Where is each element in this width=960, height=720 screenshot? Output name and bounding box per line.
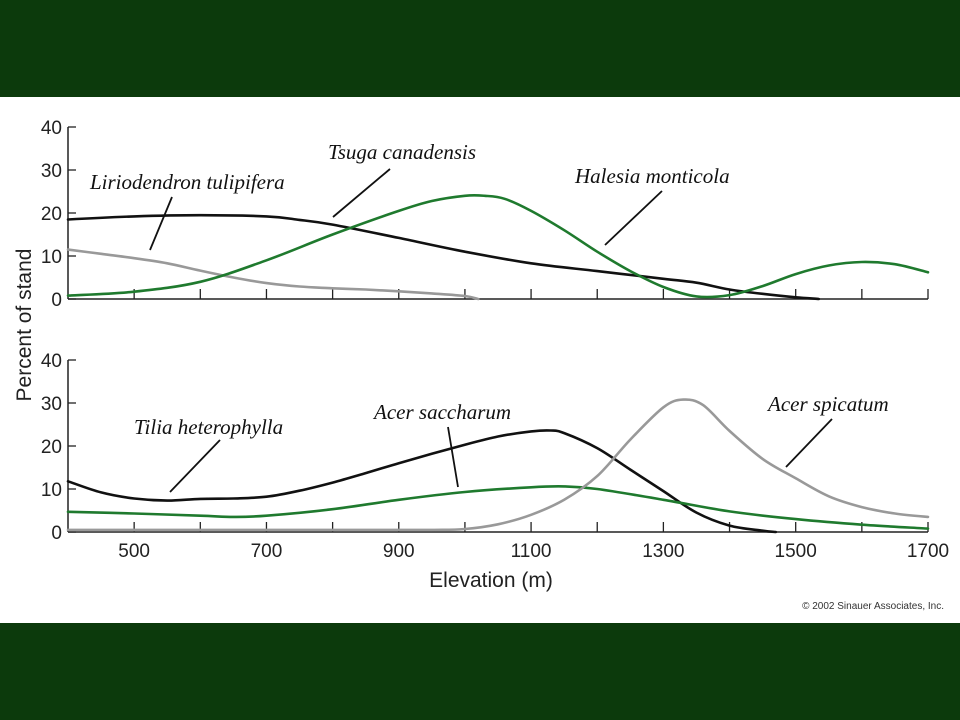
series-line-halesia-monticola [66, 193, 930, 299]
y-tick-label-top-40: 40 [41, 118, 62, 139]
y-tick-label-bottom-30: 30 [41, 394, 62, 415]
x-tick-label-1100: 1100 [511, 541, 552, 562]
species-label-tilia-heterophylla: Tilia heterophylla [134, 415, 283, 439]
y-tick-label-bottom-20: 20 [41, 437, 62, 458]
leader-line-tilia-heterophylla [169, 439, 221, 493]
chart-svg: Percent of stand Elevation (m) © 2002 Si… [13, 118, 949, 612]
species-label-acer-saccharum: Acer saccharum [372, 400, 511, 424]
top-panel-plot: 0 10 20 30 40 [41, 118, 930, 311]
x-tick-label-900: 900 [383, 541, 415, 562]
species-annotations: Liriodendron tulipifera Tsuga canadensis H… [89, 140, 889, 493]
y-tick-label-bottom-0: 0 [51, 523, 62, 544]
leader-line-liriodendron-tulipifera [149, 196, 173, 251]
series-line-acer-saccharum [66, 484, 930, 530]
y-tick-label-bottom-10: 10 [41, 480, 62, 501]
x-tick-label-1700: 1700 [907, 541, 949, 562]
y-tick-label-top-20: 20 [41, 204, 62, 225]
series-line-tilia-heterophylla [66, 429, 778, 534]
leader-line-acer-spicatum [785, 418, 833, 468]
series-line-acer-spicatum [66, 398, 930, 532]
y-tick-label-top-30: 30 [41, 161, 62, 182]
series-line-tsuga-canadensis [66, 213, 821, 301]
x-tick-label-700: 700 [251, 541, 283, 562]
series-line-liriodendron-tulipifera [66, 248, 480, 301]
x-tick-label-1300: 1300 [642, 541, 684, 562]
y-tick-label-top-0: 0 [51, 290, 62, 311]
leader-line-tsuga-canadensis [332, 168, 391, 218]
x-tick-label-500: 500 [118, 541, 150, 562]
x-tick-label-1500: 1500 [775, 541, 817, 562]
leader-line-acer-saccharum [447, 426, 459, 488]
y-tick-label-bottom-40: 40 [41, 351, 62, 372]
y-axis-title: Percent of stand [13, 249, 36, 402]
figure-panel: Percent of stand Elevation (m) © 2002 Si… [0, 97, 960, 623]
bottom-panel-plot: 0 10 20 30 40 500 700 900 1100 1300 1500 1700 [41, 351, 949, 562]
y-tick-label-top-10: 10 [41, 247, 62, 268]
species-label-halesia-monticola: Halesia monticola [574, 164, 730, 188]
species-label-tsuga-canadensis: Tsuga canadensis [328, 140, 476, 164]
x-axis-title: Elevation (m) [429, 569, 553, 592]
leader-line-halesia-monticola [604, 190, 663, 246]
species-label-acer-spicatum: Acer spicatum [766, 392, 889, 416]
copyright-text: © 2002 Sinauer Associates, Inc. [802, 601, 944, 612]
species-label-liriodendron-tulipifera: Liriodendron tulipifera [89, 170, 285, 194]
